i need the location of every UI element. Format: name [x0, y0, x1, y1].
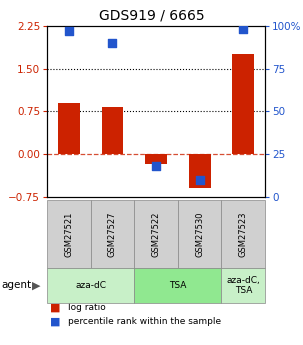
Text: aza-dC,
TSA: aza-dC, TSA — [226, 276, 260, 295]
Point — [154, 164, 158, 169]
Bar — [145, 154, 167, 165]
Text: log ratio: log ratio — [68, 304, 106, 313]
Text: GSM27522: GSM27522 — [152, 211, 161, 257]
Point — [66, 28, 71, 34]
Point — [197, 177, 202, 183]
Text: TSA: TSA — [169, 281, 187, 290]
Bar — [232, 55, 254, 154]
Text: agent: agent — [2, 280, 32, 290]
Text: GDS919 / 6665: GDS919 / 6665 — [99, 9, 204, 23]
Text: GSM27523: GSM27523 — [239, 211, 248, 257]
Bar — [102, 107, 123, 154]
Text: GSM27527: GSM27527 — [108, 211, 117, 257]
Text: ▶: ▶ — [32, 280, 40, 290]
Bar — [189, 154, 211, 188]
Point — [241, 27, 246, 32]
Text: percentile rank within the sample: percentile rank within the sample — [68, 317, 221, 326]
Text: GSM27521: GSM27521 — [64, 211, 73, 257]
Text: ■: ■ — [50, 317, 61, 327]
Text: GSM27530: GSM27530 — [195, 211, 204, 257]
Point — [110, 40, 115, 46]
Text: ■: ■ — [50, 303, 61, 313]
Text: aza-dC: aza-dC — [75, 281, 106, 290]
Bar — [58, 103, 80, 154]
